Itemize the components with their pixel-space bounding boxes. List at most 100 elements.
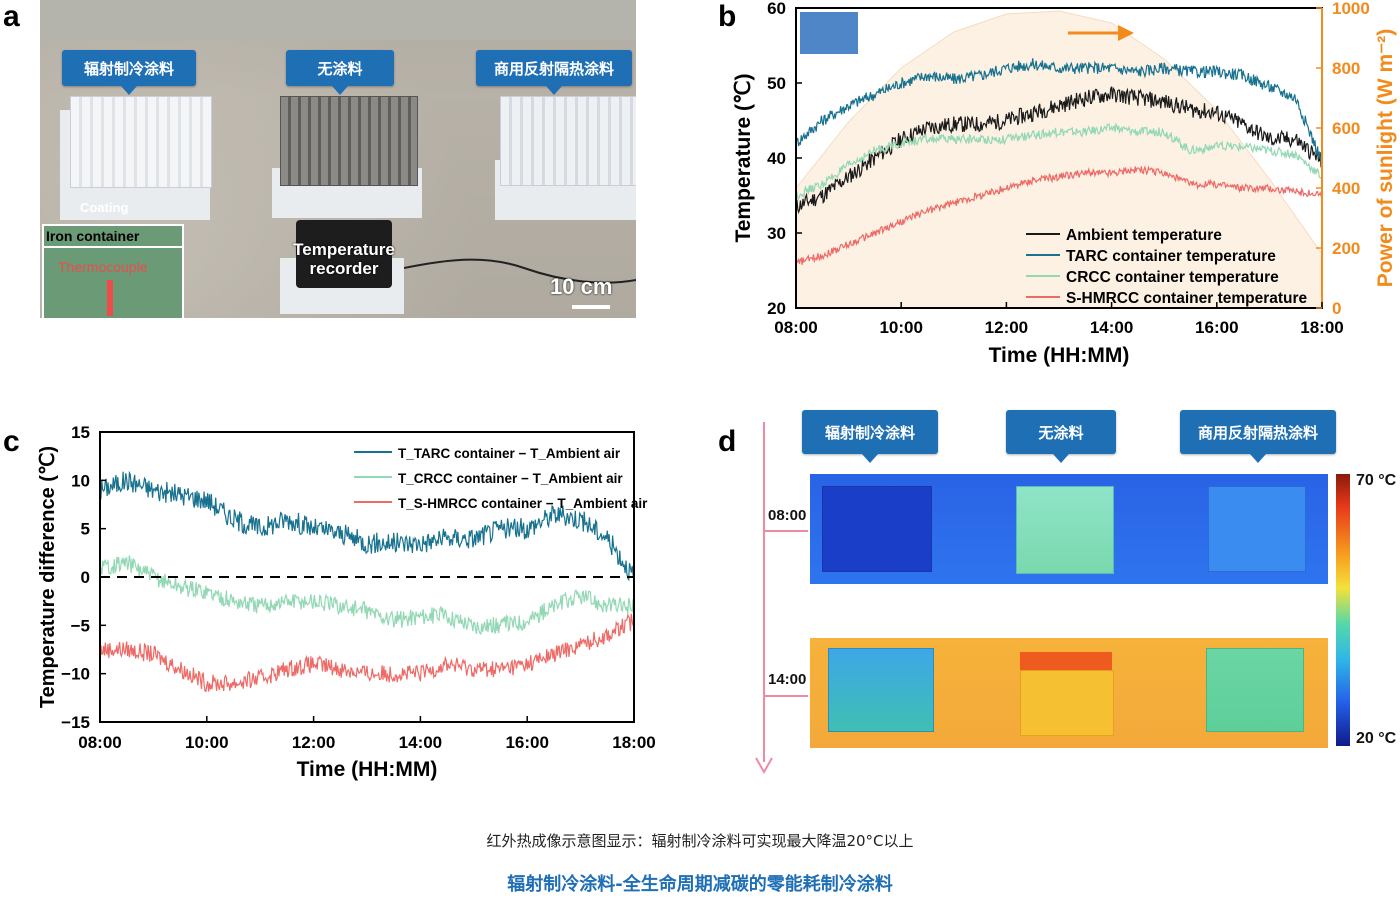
- inset-title: Iron container: [46, 228, 140, 244]
- legend-label-0: T_TARC container − T_Ambient air: [398, 446, 621, 461]
- thermal-box-commercial: [1208, 486, 1306, 572]
- legend-label-1: TARC container temperature: [1066, 248, 1276, 265]
- series-line-3: [795, 165, 1323, 267]
- scale-bar: [572, 305, 610, 309]
- y-right-tick-label: 0: [1332, 299, 1341, 318]
- sky-thumbnail: [800, 12, 858, 54]
- time-label-0800: 08:00: [768, 507, 807, 524]
- x-tick-label: 18:00: [1300, 318, 1343, 337]
- caption-subtitle: 红外热成像示意图显示：辐射制冷涂料可实现最大降温20°C以上: [486, 832, 914, 850]
- colorbar-max-label: 70 °C: [1356, 472, 1397, 489]
- y-right-tick-label: 600: [1332, 119, 1360, 138]
- orange-arrow-head: [1118, 25, 1134, 41]
- y-axis-label: Temperature (℃): [732, 73, 755, 242]
- tick-0800: [764, 530, 808, 532]
- callout-commercial: 商用反射隔热涂料: [476, 50, 632, 95]
- diff-series-line-1: [99, 555, 635, 636]
- inset-thermocouple-label: Thermocouple: [58, 259, 148, 275]
- y-tick-label: −15: [61, 713, 90, 732]
- thermal-box-uncoated-top: [1020, 652, 1112, 670]
- legend-label-3: S-HMRCC container temperature: [1066, 290, 1308, 307]
- caption-title: 辐射制冷涂料-全生命周期减碳的零能耗制冷涂料: [507, 874, 893, 895]
- commercial-coated-container: [500, 96, 636, 186]
- thermocouple-probe: [107, 280, 113, 316]
- x-tick-label: 14:00: [399, 733, 442, 752]
- x-tick-label: 12:00: [985, 318, 1028, 337]
- diff-series-line-2: [99, 613, 635, 693]
- colorbar-min-label: 20 °C: [1356, 730, 1397, 747]
- y-tick-label: 20: [767, 299, 786, 318]
- x-axis-label: Time (HH:MM): [297, 758, 438, 781]
- x-tick-label: 16:00: [1195, 318, 1238, 337]
- y-tick-label: 30: [767, 224, 786, 243]
- tick-1400: [764, 695, 808, 697]
- thermal-box-radiative: [822, 486, 932, 572]
- recorder-cable: [404, 258, 636, 284]
- radiative-coated-container: [70, 96, 212, 188]
- panel-c-letter: c: [3, 425, 20, 458]
- temperature-recorder: [296, 220, 392, 288]
- y-tick-label: 10: [71, 471, 90, 490]
- y-tick-label: 15: [71, 423, 90, 442]
- y-tick-label: 60: [767, 0, 786, 18]
- thermal-image-0800: [810, 474, 1328, 584]
- y-right-axis-label: Power of sunlight (W m⁻²): [1374, 29, 1397, 287]
- series-line-0: [795, 86, 1323, 215]
- x-tick-label: 08:00: [78, 733, 121, 752]
- thermal-box-commercial: [1206, 648, 1304, 732]
- y-right-tick-label: 800: [1332, 59, 1360, 78]
- d-callout-radiative: 辐射制冷涂料: [802, 410, 938, 463]
- y-tick-label: −5: [71, 616, 90, 635]
- thermal-box-uncoated: [1016, 486, 1114, 574]
- x-axis-label: Time (HH:MM): [989, 344, 1130, 367]
- callout-radiative: 辐射制冷涂料: [62, 50, 196, 95]
- sunlight-area: [795, 10, 1323, 309]
- legend-label-2: T_S-HMRCC container − T_Ambient air: [398, 496, 648, 511]
- x-tick-label: 16:00: [505, 733, 548, 752]
- colorbar: [1336, 474, 1350, 746]
- d-callout-uncoated: 无涂料: [1006, 410, 1116, 463]
- panel-a-letter: a: [3, 0, 20, 33]
- x-tick-label: 10:00: [185, 733, 228, 752]
- uncoated-container: [280, 96, 418, 186]
- y-tick-label: −10: [61, 665, 90, 684]
- x-tick-label: 08:00: [774, 318, 817, 337]
- x-tick-label: 10:00: [879, 318, 922, 337]
- d-callout-commercial: 商用反射隔热涂料: [1180, 410, 1336, 463]
- panel-d-letter: d: [718, 425, 737, 458]
- legend-label-1: T_CRCC container − T_Ambient air: [398, 471, 623, 486]
- x-tick-label: 14:00: [1090, 318, 1133, 337]
- y-tick-label: 50: [767, 74, 786, 93]
- diff-series-line-0: [99, 470, 635, 582]
- y-tick-label: 0: [81, 568, 90, 587]
- chart-b: 08:00 10:00 12:00 14:00 16:00 18:00 20 30 40 50 60…: [732, 0, 1397, 367]
- coating-label: Coating: [80, 200, 129, 215]
- x-tick-label: 12:00: [292, 733, 335, 752]
- callout-uncoated: 无涂料: [286, 50, 394, 95]
- y-tick-label: 40: [767, 149, 786, 168]
- thermal-box-uncoated: [1020, 670, 1114, 736]
- inset-photo: Iron container Thermocouple: [42, 224, 184, 318]
- y-tick-label: 5: [81, 520, 90, 539]
- recorder-label-line2: recorder: [309, 259, 379, 278]
- outdoor-photo: 辐射制冷涂料 无涂料 商用反射隔热涂料 Coating Iron contain…: [40, 0, 636, 318]
- legend-label-2: CRCC container temperature: [1066, 269, 1279, 286]
- series-line-1: [795, 58, 1323, 164]
- y-right-tick-label: 200: [1332, 239, 1360, 258]
- time-label-1400: 14:00: [768, 671, 807, 688]
- legend-label-0: Ambient temperature: [1066, 227, 1222, 244]
- recorder-label-line1: Temperature: [293, 240, 395, 259]
- y-right-tick-label: 1000: [1332, 0, 1370, 18]
- thermal-image-1400: [810, 638, 1328, 748]
- timeline-arrow: [755, 422, 773, 775]
- panel-b-letter: b: [718, 0, 737, 33]
- x-tick-label: 18:00: [612, 733, 655, 752]
- recorder-label: Temperature recorder: [284, 240, 404, 278]
- thermal-box-radiative: [828, 648, 934, 732]
- inset-divider: [44, 246, 182, 248]
- series-line-2: [795, 122, 1323, 200]
- chart-c: 08:00 10:00 12:00 14:00 16:00 18:00 −15 −10 −5 0 5…: [37, 423, 656, 781]
- y-axis-label: Temperature difference (℃): [37, 446, 59, 708]
- scale-label: 10 cm: [550, 274, 613, 299]
- y-right-tick-label: 400: [1332, 179, 1360, 198]
